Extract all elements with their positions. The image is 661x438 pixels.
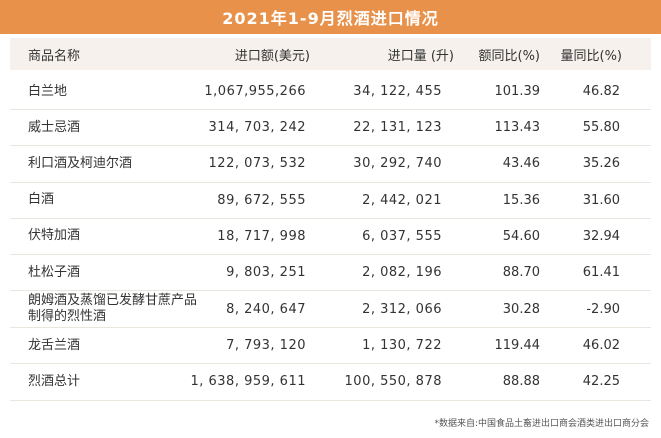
row-name: 威士忌酒 (28, 119, 81, 135)
row-volume-pct: -2.90 (586, 301, 620, 317)
row-volume: 100, 550, 878 (344, 374, 442, 390)
table-row: 朗姆酒及蒸馏已发酵甘蔗产品制得的烈性酒 8, 240, 647 2, 312, … (10, 291, 651, 329)
source-note: *数据来自:中国食品土畜进出口商会酒类进出口商分会 (434, 419, 649, 429)
row-name: 龙舌兰酒 (28, 337, 81, 353)
row-volume: 22, 131, 123 (353, 120, 442, 136)
row-name: 白兰地 (28, 83, 68, 99)
row-amount: 1,067,955,266 (204, 84, 306, 100)
row-amount-pct: 43.46 (502, 156, 540, 172)
row-volume-pct: 61.41 (582, 265, 620, 281)
row-volume: 2, 082, 196 (362, 265, 442, 281)
row-volume: 30, 292, 740 (353, 156, 442, 172)
row-name: 烈酒总计 (28, 373, 81, 389)
header-name: 商品名称 (28, 48, 81, 64)
table-row: 白兰地 1,067,955,266 34, 122, 455 101.39 46… (10, 74, 651, 111)
table-row: 利口酒及柯迪尔酒 122, 073, 532 30, 292, 740 43.4… (10, 146, 651, 183)
table-row: 杜松子酒 9, 803, 251 2, 082, 196 88.70 61.41 (10, 255, 651, 292)
row-amount-pct: 54.60 (502, 228, 540, 244)
row-volume-pct: 42.25 (582, 374, 620, 390)
table-title: 2021年1-9月烈酒进口情况 (0, 0, 661, 34)
table-row: 伏特加酒 18, 717, 998 6, 037, 555 54.60 32.9… (10, 219, 651, 255)
row-amount-pct: 30.28 (502, 301, 540, 317)
row-volume: 2, 442, 021 (362, 192, 442, 208)
row-name: 朗姆酒及蒸馏已发酵甘蔗产品制得的烈性酒 (28, 293, 198, 325)
table-row-total: 烈酒总计 1, 638, 959, 611 100, 550, 878 88.8… (10, 364, 651, 401)
table-header: 商品名称 进口额(美元) 进口量 (升) 额同比(%) 量同比(%) (10, 38, 651, 70)
table-row: 龙舌兰酒 7, 793, 120 1, 130, 722 119.44 46.0… (10, 328, 651, 365)
row-name: 杜松子酒 (28, 264, 81, 280)
row-name: 伏特加酒 (28, 228, 81, 244)
row-amount: 89, 672, 555 (217, 192, 306, 208)
row-volume: 1, 130, 722 (362, 338, 442, 354)
row-name: 利口酒及柯迪尔酒 (28, 155, 133, 171)
row-amount-pct: 119.44 (494, 338, 541, 354)
row-volume-pct: 32.94 (582, 228, 620, 244)
row-volume: 6, 037, 555 (362, 228, 442, 244)
table-row: 威士忌酒 314, 703, 242 22, 131, 123 113.43 5… (10, 110, 651, 147)
row-volume-pct: 46.82 (582, 84, 620, 100)
row-volume-pct: 35.26 (582, 156, 620, 172)
row-volume: 34, 122, 455 (353, 84, 442, 100)
row-amount: 122, 073, 532 (208, 156, 306, 172)
row-amount: 7, 793, 120 (226, 338, 306, 354)
row-volume: 2, 312, 066 (362, 301, 442, 317)
table-row: 白酒 89, 672, 555 2, 442, 021 15.36 31.60 (10, 183, 651, 219)
row-amount: 1, 638, 959, 611 (190, 374, 306, 390)
row-amount-pct: 15.36 (502, 192, 540, 208)
row-volume-pct: 31.60 (582, 192, 620, 208)
row-volume-pct: 55.80 (582, 120, 620, 136)
header-volume-pct: 量同比(%) (560, 48, 623, 64)
row-amount-pct: 113.43 (494, 120, 541, 136)
header-amount-pct: 额同比(%) (478, 48, 541, 64)
row-name: 白酒 (28, 192, 55, 208)
row-amount: 9, 803, 251 (226, 265, 306, 281)
row-amount: 8, 240, 647 (226, 301, 306, 317)
row-amount: 18, 717, 998 (217, 228, 306, 244)
row-amount-pct: 101.39 (494, 84, 541, 100)
row-amount-pct: 88.70 (502, 265, 540, 281)
header-amount: 进口额(美元) (234, 48, 310, 64)
row-amount-pct: 88.88 (502, 374, 540, 390)
table-body: 白兰地 1,067,955,266 34, 122, 455 101.39 46… (10, 74, 651, 401)
row-volume-pct: 46.02 (582, 338, 620, 354)
row-amount: 314, 703, 242 (208, 120, 306, 136)
header-volume: 进口量 (升) (387, 48, 454, 64)
